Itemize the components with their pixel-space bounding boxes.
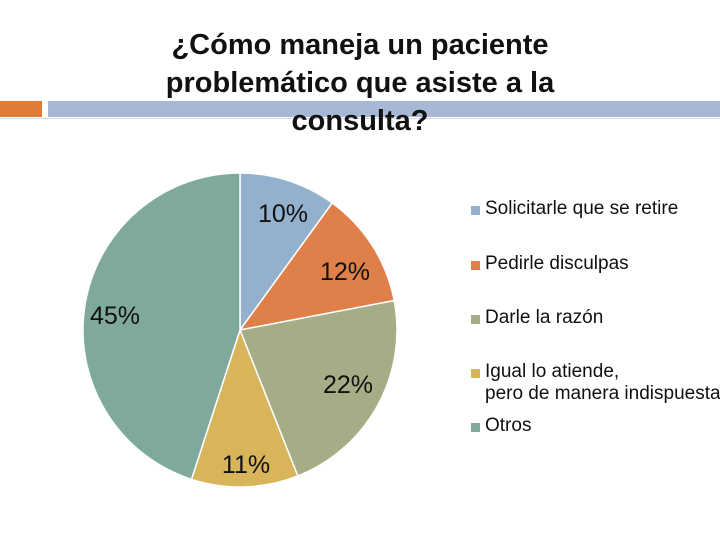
legend-label-4: Igual lo atiende, pero de manera indispue…	[485, 361, 720, 404]
legend-swatch-3	[471, 315, 480, 324]
pie-slice-5	[82, 172, 241, 481]
chart-title: ¿Cómo maneja un paciente problemático qu…	[165, 29, 555, 137]
data-label-2: 12%	[320, 258, 370, 286]
legend-swatch-1	[471, 206, 480, 215]
accent-bar-orange	[0, 101, 42, 117]
data-labels: 10% 12% 22% 11% 45%	[90, 200, 373, 479]
data-label-5: 45%	[90, 302, 140, 330]
pie-slice-2	[238, 201, 396, 332]
pie-slice-1	[239, 172, 334, 333]
pie-slice-3	[238, 299, 398, 477]
legend-label-2: Pedirle disculpas	[485, 253, 629, 274]
legend-item-4: Igual lo atiende, pero de manera indispue…	[471, 361, 720, 404]
legend: Solicitarle que se retire Pedirle disculp…	[471, 198, 720, 436]
data-label-4: 11%	[222, 451, 270, 479]
pie-slice-4	[190, 327, 299, 488]
legend-swatch-5	[471, 423, 480, 432]
legend-item-3: Darle la razón	[471, 307, 603, 328]
legend-item-5: Otros	[471, 415, 531, 436]
legend-label-5: Otros	[485, 415, 531, 436]
pie-slices	[82, 172, 398, 488]
data-label-1: 10%	[258, 200, 308, 228]
accent-bar-blue	[48, 101, 720, 117]
legend-item-1: Solicitarle que se retire	[471, 198, 678, 219]
accent-divider	[0, 118, 720, 119]
legend-label-1: Solicitarle que se retire	[485, 198, 678, 219]
legend-swatch-4	[471, 369, 480, 378]
legend-swatch-2	[471, 261, 480, 270]
data-label-3: 22%	[323, 371, 373, 399]
legend-item-2: Pedirle disculpas	[471, 253, 629, 274]
legend-label-3: Darle la razón	[485, 307, 603, 328]
